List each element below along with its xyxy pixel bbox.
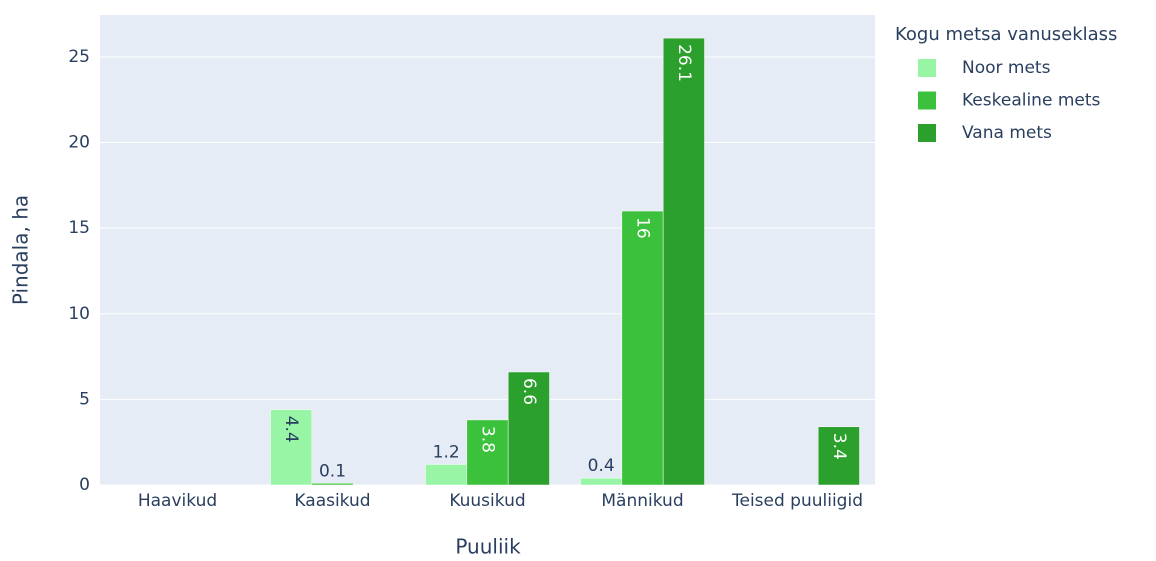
- data-label: 16: [633, 217, 653, 239]
- legend-label: Keskealine mets: [962, 91, 1101, 111]
- y-tick-label: 10: [68, 304, 90, 324]
- legend-swatch: [918, 91, 936, 110]
- x-tick-label: Kaasikud: [294, 491, 370, 511]
- data-label: 26.1: [674, 44, 694, 82]
- y-tick-label: 15: [68, 218, 90, 238]
- x-axis-title: Puuliik: [455, 535, 521, 559]
- y-tick-label: 25: [68, 47, 90, 67]
- bar: [662, 37, 705, 486]
- x-tick-label: Kuusikud: [449, 491, 525, 511]
- legend-title: Kogu metsa vanuseklass: [895, 24, 1117, 45]
- bar: [311, 483, 354, 486]
- plot-area: [100, 15, 875, 485]
- data-label: 1.2: [433, 442, 460, 462]
- data-label: 0.1: [319, 461, 346, 481]
- x-tick-label: Männikud: [601, 491, 683, 511]
- legend-label: Noor mets: [962, 58, 1051, 78]
- bar: [817, 426, 860, 486]
- bar: [425, 464, 468, 486]
- data-label: 6.6: [519, 378, 539, 405]
- bar: [270, 409, 313, 486]
- bar: [621, 210, 664, 486]
- y-tick-label: 20: [68, 133, 90, 153]
- data-label: 0.4: [588, 456, 615, 476]
- x-tick-label: Teised puuliigid: [731, 491, 863, 511]
- bar: [507, 371, 550, 486]
- data-label: 3.8: [478, 426, 498, 453]
- x-tick-label: Haavikud: [138, 491, 217, 511]
- y-tick-label: 0: [79, 475, 90, 495]
- legend-swatch: [918, 124, 936, 142]
- legend-label: Vana mets: [962, 123, 1052, 143]
- data-label: 4.4: [281, 416, 301, 443]
- data-label: 3.4: [829, 433, 849, 460]
- y-tick-label: 5: [79, 389, 90, 409]
- bar: [580, 477, 623, 486]
- legend-swatch: [918, 59, 936, 77]
- y-axis-title: Pindala, ha: [9, 195, 33, 305]
